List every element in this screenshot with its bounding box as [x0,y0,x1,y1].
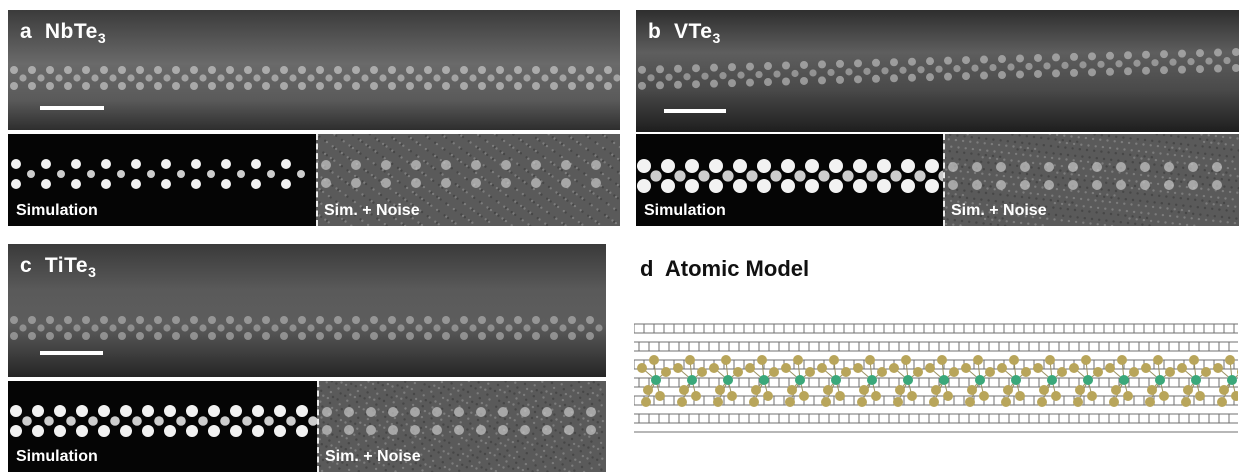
nanotube-model [634,323,1238,433]
panel-label-c: c TiTe3 [20,254,97,281]
divider [317,381,319,472]
simulation-label: Simulation [644,202,726,219]
scale-bar [40,106,104,110]
simulation-image-c: Simulation [8,381,317,472]
noise-label: Sim. + Noise [951,202,1047,219]
atom-column-pattern [8,10,620,130]
panel-label-a: a NbTe3 [20,20,107,47]
panel-label-d: d Atomic Model [640,256,810,281]
simulation-image-b: Simulation [636,134,943,226]
scale-bar [40,351,103,355]
noise-image-b: Sim. + Noise [943,134,1239,226]
stem-image-b: b VTe3 [636,10,1239,132]
stem-image-a: a NbTe3 [8,10,620,130]
panel-label-b: b VTe3 [648,20,721,47]
atom-column-pattern [8,244,606,377]
atomic-model-image [634,320,1238,440]
simulation-label: Simulation [16,202,98,219]
divider [316,134,318,226]
noise-image-a: Sim. + Noise [316,134,620,226]
scale-bar [664,109,726,113]
atom-column-pattern [636,10,1239,132]
simulation-image-a: Simulation [8,134,316,226]
noise-image-c: Sim. + Noise [317,381,606,472]
stem-image-c: c TiTe3 [8,244,606,377]
noise-label: Sim. + Noise [325,448,421,465]
noise-label: Sim. + Noise [324,202,420,219]
divider [943,134,945,226]
simulation-label: Simulation [16,448,98,465]
